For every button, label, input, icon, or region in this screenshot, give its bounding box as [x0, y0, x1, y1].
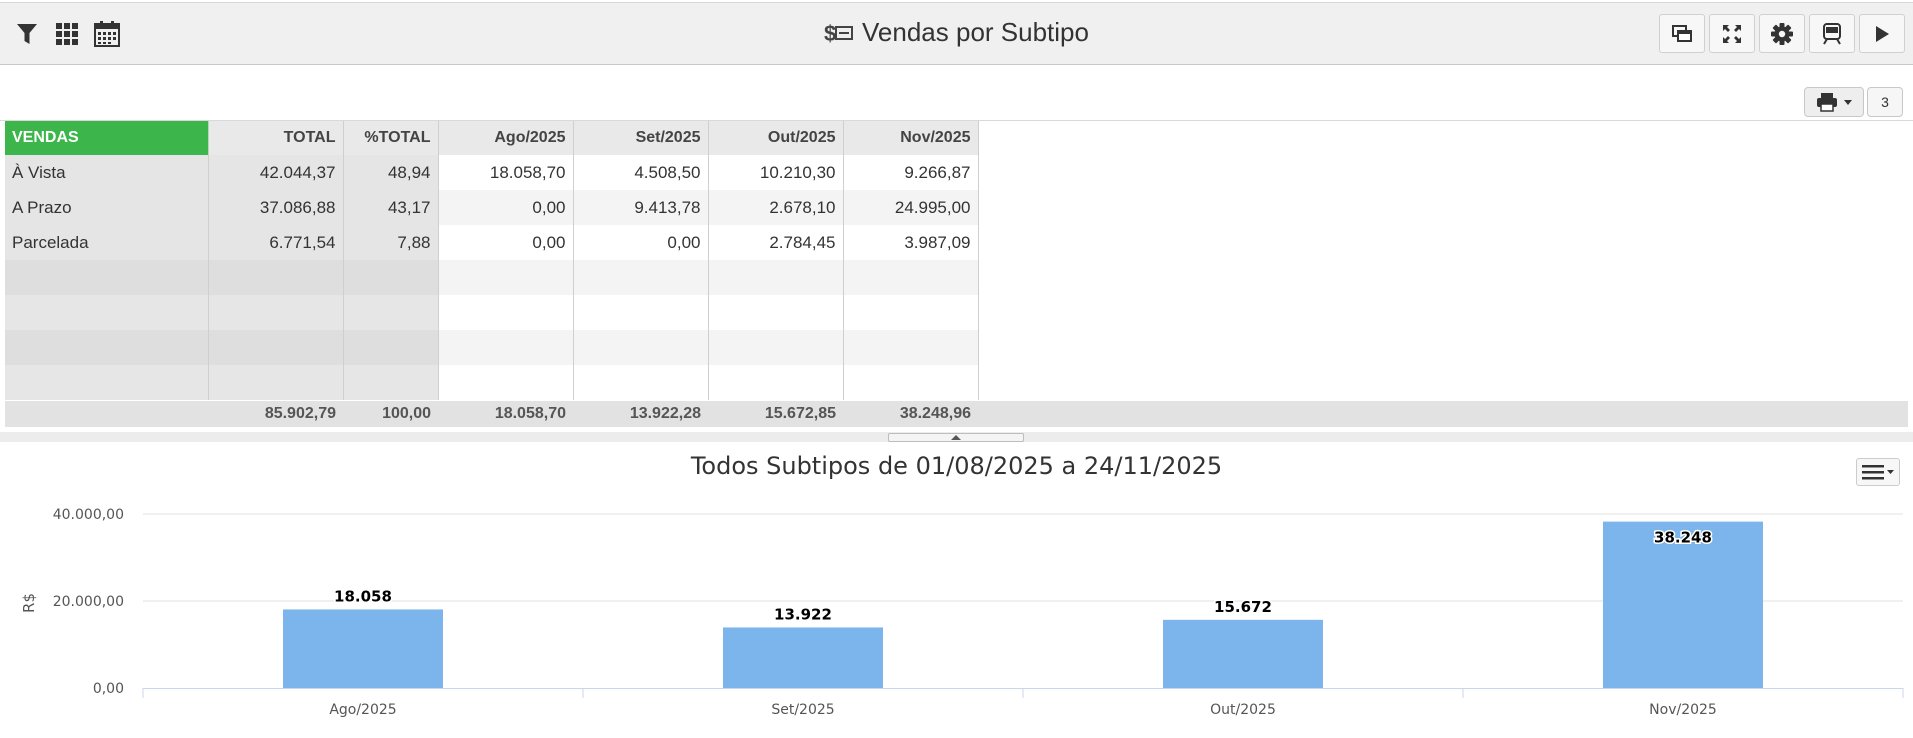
header-out-2025[interactable]: Out/2025 [708, 121, 844, 155]
table-row-empty [5, 330, 979, 365]
play-icon [1876, 25, 1889, 42]
windows-button[interactable] [1659, 14, 1705, 53]
chart-menu-button[interactable] [1856, 458, 1900, 486]
total-label [5, 401, 208, 427]
y-axis-label: R$ [20, 593, 38, 613]
sales-table: VENDAS TOTAL %TOTAL Ago/2025 Set/2025 Ou… [5, 121, 979, 400]
cell-total: 37.086,88 [208, 190, 344, 225]
table-row: Parcelada 6.771,54 7,88 0,00 0,00 2.784,… [5, 225, 979, 260]
x-tick-label: Ago/2025 [329, 702, 396, 718]
bar-ago-2025 [283, 609, 443, 688]
train-button[interactable] [1809, 14, 1855, 53]
toolbar: $ Vendas por Subtipo [0, 2, 1913, 65]
cell-month: 18.058,70 [438, 155, 574, 190]
y-tick-label: 20.000,00 [53, 594, 124, 610]
cell-month: 9.413,78 [573, 190, 709, 225]
bar-chart: 0,00 20.000,00 40.000,00 R$ 18.058 Ago/2025 13… [20, 507, 1904, 718]
total-ago-2025: 18.058,70 [494, 405, 566, 422]
cell-pct-total: 43,17 [343, 190, 439, 225]
page-title: $ Vendas por Subtipo [0, 17, 1913, 48]
calendar-icon[interactable] [92, 19, 122, 49]
header-pct-total[interactable]: %TOTAL [343, 121, 439, 155]
data-label: 18.058 [334, 587, 392, 605]
table-row-empty [5, 295, 979, 330]
data-label: 13.922 [774, 605, 832, 623]
bar-set-2025 [723, 627, 883, 688]
total-nov-2025: 38.248,96 [899, 405, 971, 422]
print-controls: 3 [1804, 87, 1903, 117]
header-nov-2025[interactable]: Nov/2025 [843, 121, 979, 155]
x-tick-label: Nov/2025 [1649, 702, 1717, 718]
cell-pct-total: 48,94 [343, 155, 439, 190]
cell-month: 3.987,09 [843, 225, 979, 260]
print-dropdown-button[interactable] [1804, 87, 1864, 117]
header-vendas[interactable]: VENDAS [5, 121, 209, 155]
cell-pct-total: 7,88 [343, 225, 439, 260]
svg-text:$: $ [824, 21, 836, 46]
table-row-empty [5, 260, 979, 295]
cell-subtipo: À Vista [5, 155, 209, 190]
cell-month: 2.784,45 [708, 225, 844, 260]
gear-icon [1771, 22, 1793, 45]
total-total: 85.902,79 [264, 405, 336, 422]
play-button[interactable] [1859, 14, 1905, 53]
total-pct: 100,00 [382, 405, 431, 422]
bar-out-2025 [1163, 619, 1323, 688]
header-ago-2025[interactable]: Ago/2025 [438, 121, 574, 155]
cell-subtipo: Parcelada [5, 225, 209, 260]
filter-icon[interactable] [12, 19, 42, 49]
totals-bar [5, 401, 1908, 427]
settings-button[interactable] [1759, 14, 1805, 53]
printer-icon [1817, 93, 1837, 112]
cell-total: 6.771,54 [208, 225, 344, 260]
header-total[interactable]: TOTAL [208, 121, 344, 155]
chart-title: Todos Subtipos de 01/08/2025 a 24/11/202… [690, 452, 1223, 480]
caret-down-icon [1844, 99, 1852, 105]
y-tick-label: 0,00 [93, 681, 124, 697]
totals-row: 85.902,79 100,00 18.058,70 13.922,28 15.… [5, 401, 978, 427]
cell-subtipo: A Prazo [5, 190, 209, 225]
cell-month: 0,00 [438, 225, 574, 260]
table-row: A Prazo 37.086,88 43,17 0,00 9.413,78 2.… [5, 190, 979, 225]
page-title-text: Vendas por Subtipo [862, 17, 1089, 47]
count-button[interactable]: 3 [1867, 87, 1903, 117]
train-icon [1823, 22, 1841, 45]
table-header-row: VENDAS TOTAL %TOTAL Ago/2025 Set/2025 Ou… [5, 121, 979, 155]
grid-icon[interactable] [52, 19, 82, 49]
toolbar-left [12, 19, 122, 49]
cell-month: 4.508,50 [573, 155, 709, 190]
table-row: À Vista 42.044,37 48,94 18.058,70 4.508,… [5, 155, 979, 190]
cell-month: 2.678,10 [708, 190, 844, 225]
y-tick-label: 40.000,00 [53, 507, 124, 523]
total-set-2025: 13.922,28 [629, 405, 701, 422]
fullscreen-button[interactable] [1709, 14, 1755, 53]
cell-total: 42.044,37 [208, 155, 344, 190]
divider [0, 120, 1913, 121]
windows-icon [1672, 24, 1692, 42]
cell-month: 0,00 [573, 225, 709, 260]
splitter-handle[interactable] [888, 433, 1024, 442]
x-tick-label: Set/2025 [771, 702, 834, 718]
cell-month: 10.210,30 [708, 155, 844, 190]
cell-month: 9.266,87 [843, 155, 979, 190]
header-set-2025[interactable]: Set/2025 [573, 121, 709, 155]
bar-nov-2025 [1603, 521, 1763, 688]
data-label: 38.248 [1654, 529, 1712, 547]
cell-month: 24.995,00 [843, 190, 979, 225]
table-row-empty [5, 365, 979, 400]
caret-down-icon [1887, 470, 1894, 474]
total-out-2025: 15.672,85 [764, 405, 836, 422]
hamburger-menu-icon [1862, 465, 1884, 480]
money-icon: $ [824, 20, 854, 46]
fullscreen-icon [1723, 24, 1741, 43]
data-label: 15.672 [1214, 598, 1272, 616]
cell-month: 0,00 [438, 190, 574, 225]
x-tick-label: Out/2025 [1210, 702, 1276, 718]
toolbar-right [1659, 14, 1905, 53]
